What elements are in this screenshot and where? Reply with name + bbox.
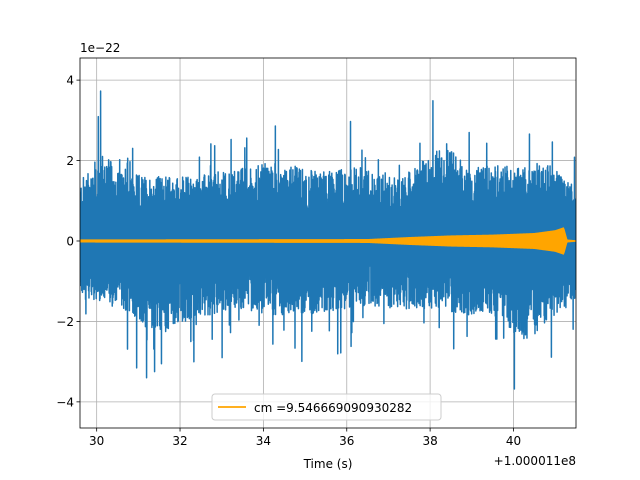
x-tick-label: 36 <box>339 434 354 448</box>
x-tick-label: 30 <box>89 434 104 448</box>
x-tick-label: 40 <box>506 434 521 448</box>
ticks: 30 32 34 36 38 40 −4 −2 0 2 4 <box>56 74 521 448</box>
legend-box <box>211 393 442 421</box>
x-axis-label: Time (s) <box>303 457 353 471</box>
series-noise-line <box>80 90 576 390</box>
x-offset-label: +1.000011e8 <box>494 454 576 468</box>
legend: cm =9.546669090930282 <box>211 393 442 421</box>
x-tick-label: 38 <box>422 434 437 448</box>
legend-label-signal: cm =9.546669090930282 <box>254 401 412 415</box>
plot-frame <box>79 57 577 429</box>
y-tick-label: −2 <box>56 315 74 329</box>
y-tick-label: 2 <box>66 154 74 168</box>
y-tick-label: 0 <box>66 234 74 248</box>
x-tick-label: 34 <box>256 434 271 448</box>
y-scale-label: 1e−22 <box>80 41 120 55</box>
x-tick-label: 32 <box>172 434 187 448</box>
y-tick-label: −4 <box>56 395 74 409</box>
y-tick-label: 4 <box>66 74 74 88</box>
